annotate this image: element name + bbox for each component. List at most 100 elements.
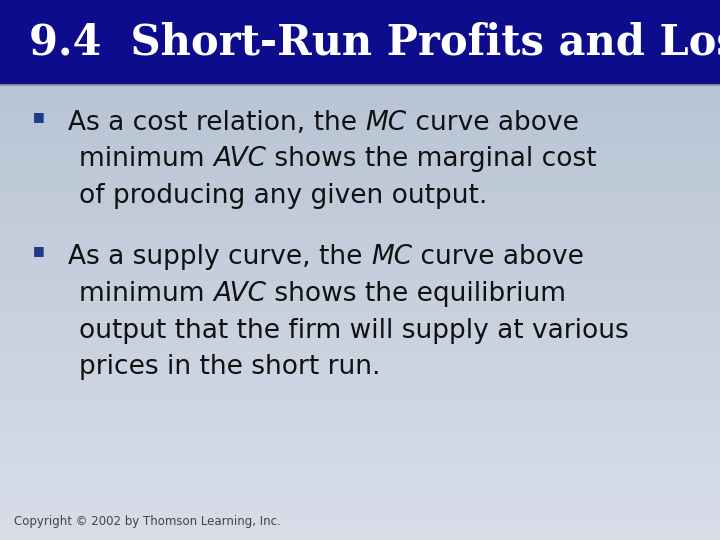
Text: 9.4  Short-Run Profits and Losses: 9.4 Short-Run Profits and Losses	[29, 22, 720, 64]
Bar	[0, 454, 720, 458]
Text: curve above: curve above	[413, 244, 584, 270]
Bar	[0, 522, 720, 526]
Text: MC: MC	[366, 110, 407, 136]
Text: ■: ■	[32, 244, 44, 257]
Bar	[0, 163, 720, 167]
Bar	[0, 149, 720, 153]
Bar	[0, 367, 720, 372]
Bar	[0, 199, 720, 204]
Bar	[0, 390, 720, 395]
Bar	[0, 531, 720, 536]
Text: MC: MC	[371, 244, 413, 270]
Bar	[0, 245, 720, 249]
Bar	[0, 122, 720, 126]
Bar	[0, 231, 720, 235]
Text: minimum: minimum	[79, 146, 213, 172]
Bar	[0, 126, 720, 131]
Bar	[0, 213, 720, 217]
Bar	[0, 108, 720, 113]
Bar	[0, 526, 720, 531]
Text: As a cost relation, the: As a cost relation, the	[68, 110, 366, 136]
Bar	[0, 422, 720, 427]
Bar	[0, 262, 720, 267]
Bar	[0, 136, 720, 140]
Text: of producing any given output.: of producing any given output.	[79, 183, 487, 209]
Bar	[0, 235, 720, 240]
Bar	[0, 417, 720, 422]
Bar	[0, 131, 720, 136]
Bar	[0, 222, 720, 226]
Bar	[0, 299, 720, 303]
Bar	[0, 485, 720, 490]
Text: shows the equilibrium: shows the equilibrium	[266, 281, 566, 307]
Text: Copyright © 2002 by Thomson Learning, Inc.: Copyright © 2002 by Thomson Learning, In…	[14, 515, 281, 528]
Bar	[0, 217, 720, 222]
Bar	[0, 144, 720, 149]
Bar	[0, 294, 720, 299]
Bar	[0, 317, 720, 322]
Bar	[0, 331, 720, 335]
Bar	[0, 326, 720, 331]
Text: AVC: AVC	[213, 281, 266, 307]
Bar	[0, 340, 720, 345]
Bar	[0, 472, 720, 476]
Bar	[0, 449, 720, 454]
Bar	[0, 349, 720, 354]
Bar	[0, 322, 720, 326]
Bar	[0, 303, 720, 308]
Bar	[0, 363, 720, 367]
Text: output that the firm will supply at various: output that the firm will supply at vari…	[79, 318, 629, 343]
Bar	[0, 508, 720, 512]
Bar	[0, 408, 720, 413]
Bar	[0, 376, 720, 381]
Bar	[0, 285, 720, 290]
Bar	[0, 490, 720, 495]
Bar	[0, 458, 720, 463]
Bar	[0, 395, 720, 399]
Bar	[0, 290, 720, 294]
Bar	[0, 153, 720, 158]
Bar	[0, 208, 720, 213]
Text: minimum: minimum	[79, 281, 213, 307]
Bar	[0, 140, 720, 144]
Bar	[0, 167, 720, 172]
Bar	[0, 504, 720, 508]
Bar	[0, 254, 720, 258]
Bar	[0, 158, 720, 163]
Bar	[0, 345, 720, 349]
Bar	[0, 272, 720, 276]
Bar	[0, 249, 720, 254]
Text: shows the marginal cost: shows the marginal cost	[266, 146, 597, 172]
Bar	[0, 172, 720, 176]
Bar	[0, 90, 720, 94]
Bar	[0, 335, 720, 340]
Bar	[0, 267, 720, 272]
Bar	[0, 240, 720, 245]
Bar	[0, 381, 720, 386]
FancyBboxPatch shape	[0, 0, 720, 85]
Bar	[0, 512, 720, 517]
Bar	[0, 427, 720, 431]
Bar	[0, 440, 720, 444]
Bar	[0, 467, 720, 472]
Bar	[0, 308, 720, 313]
Bar	[0, 499, 720, 504]
Text: ■: ■	[32, 110, 44, 123]
Bar	[0, 413, 720, 417]
Bar	[0, 276, 720, 281]
Bar	[0, 481, 720, 485]
Bar	[0, 372, 720, 376]
Bar	[0, 190, 720, 194]
Text: AVC: AVC	[213, 146, 266, 172]
Text: As a supply curve, the: As a supply curve, the	[68, 244, 371, 270]
Bar	[0, 204, 720, 208]
Bar	[0, 113, 720, 117]
Bar	[0, 536, 720, 540]
Text: curve above: curve above	[407, 110, 579, 136]
Bar	[0, 435, 720, 440]
Bar	[0, 476, 720, 481]
Bar	[0, 313, 720, 317]
Bar	[0, 181, 720, 185]
Bar	[0, 517, 720, 522]
Bar	[0, 354, 720, 358]
